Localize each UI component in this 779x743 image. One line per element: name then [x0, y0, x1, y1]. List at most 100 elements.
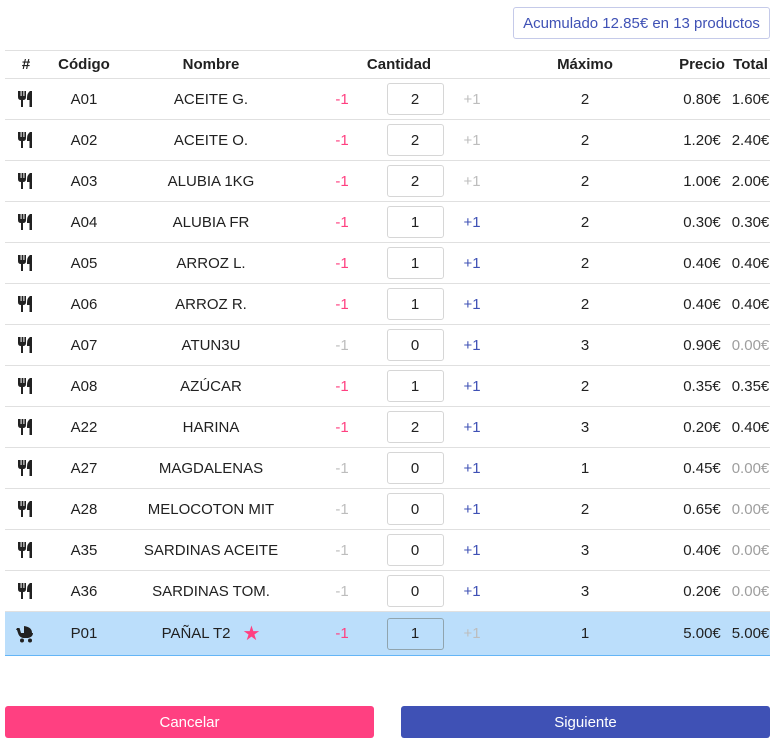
- row-code: A27: [47, 447, 121, 489]
- quantity-input[interactable]: 0: [386, 534, 444, 566]
- row-price: 0.80€: [673, 78, 731, 120]
- row-icon-cell: [5, 365, 47, 407]
- header-price: Precio: [673, 50, 731, 79]
- quantity-cell: 0: [383, 488, 447, 530]
- decrement-button[interactable]: -1: [301, 570, 383, 612]
- table-row[interactable]: A07 ATUN3U ★ -1 0 +1 3 0.90€ 0.00€: [5, 324, 770, 366]
- quantity-input[interactable]: 2: [386, 124, 444, 156]
- row-name: ARROZ R.: [175, 295, 247, 313]
- increment-button[interactable]: +1: [447, 570, 497, 612]
- products-table: # Código Nombre Cantidad Máximo Precio T…: [5, 50, 770, 656]
- increment-button[interactable]: +1: [447, 78, 497, 120]
- quantity-input[interactable]: 0: [386, 329, 444, 361]
- quantity-input[interactable]: 2: [386, 83, 444, 115]
- row-total: 0.40€: [731, 242, 770, 284]
- decrement-button[interactable]: -1: [301, 488, 383, 530]
- table-row[interactable]: A06 ARROZ R. ★ -1 1 +1 2 0.40€ 0.40€: [5, 283, 770, 325]
- row-code: A22: [47, 406, 121, 448]
- table-row[interactable]: A36 SARDINAS TOM. ★ -1 0 +1 3 0.20€ 0.00…: [5, 570, 770, 612]
- next-button[interactable]: Siguiente: [401, 706, 770, 738]
- table-row[interactable]: A05 ARROZ L. ★ -1 1 +1 2 0.40€ 0.40€: [5, 242, 770, 284]
- quantity-input[interactable]: 1: [386, 206, 444, 238]
- quantity-input[interactable]: 1: [386, 370, 444, 402]
- row-name-cell: SARDINAS TOM. ★: [121, 570, 301, 612]
- table-row[interactable]: A08 AZÚCAR ★ -1 1 +1 2 0.35€ 0.35€: [5, 365, 770, 407]
- table-row[interactable]: P01 PAÑAL T2 ★ -1 1 +1 1 5.00€ 5.00€: [5, 611, 770, 656]
- row-code: A02: [47, 119, 121, 161]
- decrement-button[interactable]: -1: [301, 447, 383, 489]
- increment-button[interactable]: +1: [447, 488, 497, 530]
- row-icon-cell: [5, 78, 47, 120]
- increment-button[interactable]: +1: [447, 365, 497, 407]
- row-total: 2.40€: [731, 119, 770, 161]
- quantity-input[interactable]: 1: [386, 247, 444, 279]
- quantity-input[interactable]: 0: [386, 493, 444, 525]
- table-row[interactable]: A35 SARDINAS ACEITE ★ -1 0 +1 3 0.40€ 0.…: [5, 529, 770, 571]
- decrement-button[interactable]: -1: [301, 283, 383, 325]
- utensils-icon: [5, 213, 47, 231]
- row-total: 0.00€: [731, 529, 770, 571]
- increment-button[interactable]: +1: [447, 447, 497, 489]
- decrement-button[interactable]: -1: [301, 529, 383, 571]
- row-price: 0.90€: [673, 324, 731, 366]
- increment-button[interactable]: +1: [447, 611, 497, 656]
- decrement-button[interactable]: -1: [301, 242, 383, 284]
- quantity-input[interactable]: 1: [386, 288, 444, 320]
- decrement-button[interactable]: -1: [301, 160, 383, 202]
- decrement-button[interactable]: -1: [301, 78, 383, 120]
- increment-button[interactable]: +1: [447, 242, 497, 284]
- quantity-cell: 1: [383, 201, 447, 243]
- increment-button[interactable]: +1: [447, 119, 497, 161]
- row-total: 0.00€: [731, 488, 770, 530]
- increment-button[interactable]: +1: [447, 324, 497, 366]
- increment-button[interactable]: +1: [447, 201, 497, 243]
- row-price: 5.00€: [673, 611, 731, 656]
- decrement-button[interactable]: -1: [301, 611, 383, 656]
- decrement-button[interactable]: -1: [301, 119, 383, 161]
- quantity-input[interactable]: 0: [386, 452, 444, 484]
- row-total: 0.00€: [731, 324, 770, 366]
- table-row[interactable]: A22 HARINA ★ -1 2 +1 3 0.20€ 0.40€: [5, 406, 770, 448]
- increment-button[interactable]: +1: [447, 529, 497, 571]
- quantity-input[interactable]: 2: [386, 165, 444, 197]
- quantity-input[interactable]: 1: [386, 617, 444, 650]
- row-icon-cell: [5, 242, 47, 284]
- quantity-input[interactable]: 2: [386, 411, 444, 443]
- table-row[interactable]: A02 ACEITE O. ★ -1 2 +1 2 1.20€ 2.40€: [5, 119, 770, 161]
- cancel-button[interactable]: Cancelar: [5, 706, 374, 738]
- quantity-input[interactable]: 0: [386, 575, 444, 607]
- star-icon[interactable]: ★: [242, 622, 261, 645]
- decrement-button[interactable]: -1: [301, 365, 383, 407]
- utensils-icon: [5, 254, 47, 272]
- row-name: SARDINAS ACEITE: [143, 541, 279, 559]
- row-icon-cell: [5, 529, 47, 571]
- row-code: A07: [47, 324, 121, 366]
- row-name: ARROZ L.: [176, 254, 246, 272]
- quantity-cell: 1: [383, 365, 447, 407]
- decrement-button[interactable]: -1: [301, 201, 383, 243]
- table-row[interactable]: A01 ACEITE G. ★ -1 2 +1 2 0.80€ 1.60€: [5, 78, 770, 120]
- header-max: Máximo: [497, 50, 673, 79]
- table-row[interactable]: A28 MELOCOTON MIT ★ -1 0 +1 2 0.65€ 0.00…: [5, 488, 770, 530]
- row-name: AZÚCAR: [180, 377, 242, 395]
- summary-badge[interactable]: Acumulado 12.85€ en 13 productos: [513, 7, 770, 39]
- table-row[interactable]: A27 MAGDALENAS ★ -1 0 +1 1 0.45€ 0.00€: [5, 447, 770, 489]
- row-name: SARDINAS TOM.: [152, 582, 270, 600]
- row-name: MAGDALENAS: [158, 459, 264, 477]
- row-icon-cell: [5, 406, 47, 448]
- row-icon-cell: [5, 488, 47, 530]
- row-price: 0.30€: [673, 201, 731, 243]
- decrement-button[interactable]: -1: [301, 324, 383, 366]
- row-total: 0.40€: [731, 406, 770, 448]
- increment-button[interactable]: +1: [447, 160, 497, 202]
- table-row[interactable]: A03 ALUBIA 1KG ★ -1 2 +1 2 1.00€ 2.00€: [5, 160, 770, 202]
- increment-button[interactable]: +1: [447, 283, 497, 325]
- header-code: Código: [47, 50, 121, 79]
- increment-button[interactable]: +1: [447, 406, 497, 448]
- decrement-button[interactable]: -1: [301, 406, 383, 448]
- row-total: 2.00€: [731, 160, 770, 202]
- row-code: A08: [47, 365, 121, 407]
- row-code: A04: [47, 201, 121, 243]
- row-total: 0.00€: [731, 570, 770, 612]
- table-row[interactable]: A04 ALUBIA FR ★ -1 1 +1 2 0.30€ 0.30€: [5, 201, 770, 243]
